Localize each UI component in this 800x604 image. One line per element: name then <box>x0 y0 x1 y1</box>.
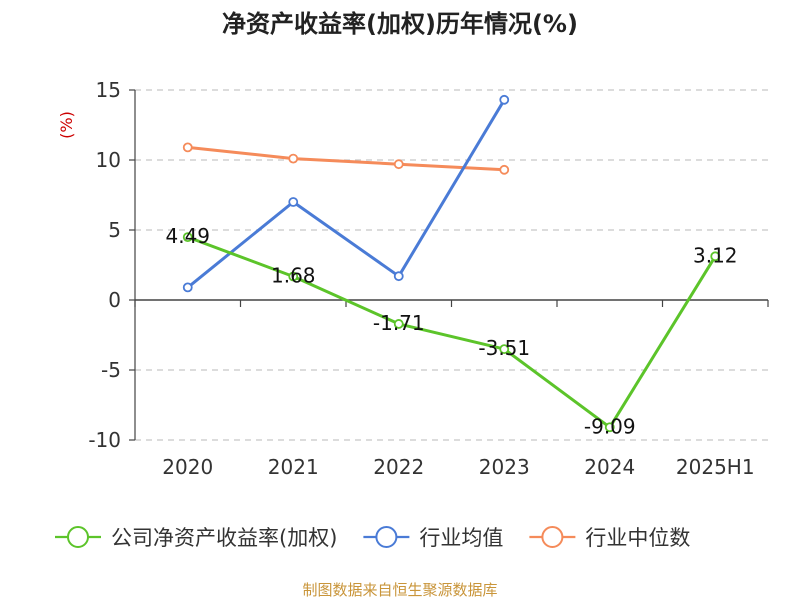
data-point <box>288 197 299 207</box>
y-axis-unit: (%) <box>57 111 76 139</box>
data-point <box>393 271 404 282</box>
axis-layer: 15 10 5 0 -5 -10 2020 2021 2022 2023 2024 2025H1 <box>88 78 769 479</box>
grid-layer <box>135 89 768 441</box>
x-tick-label: 2020 <box>162 455 213 479</box>
data-label: 4.49 <box>165 224 210 248</box>
legend-marker <box>541 526 564 548</box>
legend-label: 行业中位数 <box>585 526 690 550</box>
y-tick-label: -10 <box>88 428 121 452</box>
data-point <box>499 344 510 355</box>
data-point <box>288 271 299 282</box>
data-label: -3.51 <box>478 336 530 360</box>
series-line <box>187 145 505 172</box>
y-tick-label: -5 <box>101 358 121 382</box>
data-label: 1.68 <box>271 263 316 287</box>
legend-marker <box>67 526 89 548</box>
x-tick-label: 2022 <box>373 455 424 479</box>
chart-title: 净资产收益率(加权)历年情况(%) <box>222 10 578 38</box>
y-tick-label: 15 <box>96 78 121 102</box>
series-layer <box>182 94 721 433</box>
source-note: 制图数据来自恒生聚源数据库 <box>302 581 497 599</box>
data-label: -1.71 <box>373 311 425 335</box>
data-point <box>288 153 299 164</box>
series-line <box>186 99 506 289</box>
legend-label: 公司净资产收益率(加权) <box>111 526 337 550</box>
legend-marker <box>375 526 398 548</box>
data-label: 3.12 <box>693 243 738 267</box>
y-tick-label: 0 <box>108 288 121 312</box>
data-point <box>710 251 721 262</box>
data-point <box>182 282 193 293</box>
x-tick-label: 2024 <box>584 455 635 479</box>
data-point <box>393 159 404 170</box>
series-line <box>187 235 717 429</box>
data-point <box>499 164 510 175</box>
data-point <box>182 142 193 153</box>
data-point <box>182 232 193 243</box>
y-tick-label: 5 <box>108 218 121 242</box>
data-point <box>604 422 615 433</box>
x-tick-label: 2025H1 <box>676 455 755 479</box>
data-label: -9.09 <box>584 414 636 438</box>
x-tick-label: 2021 <box>268 455 319 479</box>
legend: 公司净资产收益率(加权) 行业均值 行业中位数 <box>55 526 690 550</box>
data-point <box>393 319 404 329</box>
y-tick-label: 10 <box>96 148 121 172</box>
legend-label: 行业均值 <box>419 526 503 550</box>
data-point <box>499 94 510 105</box>
x-tick-label: 2023 <box>479 455 530 479</box>
data-label-layer: 4.49 1.68 -1.71 -3.51 -9.09 3.12 <box>165 224 737 438</box>
